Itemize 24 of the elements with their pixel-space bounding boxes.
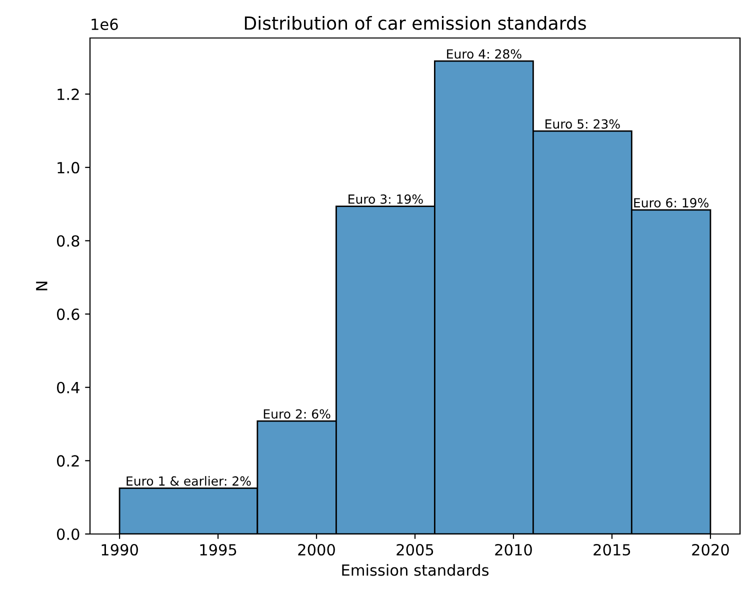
x-tick-label: 1995	[200, 544, 236, 556]
y-tick-label: 0.8	[56, 235, 80, 247]
annotation: Euro 1 & earlier: 2%	[126, 476, 251, 486]
annotation: Euro 2: 6%	[264, 409, 330, 419]
y-tick-label: 1.2	[58, 88, 79, 100]
x-tick-label: 2015	[594, 544, 630, 556]
y-tick-label: 1.0	[58, 162, 80, 174]
annotation: Euro 6: 19%	[634, 198, 708, 208]
y-tick-label: 0.4	[56, 382, 80, 394]
x-tick-label: 2000	[298, 544, 335, 556]
y-tick-label: 0.0	[56, 528, 80, 540]
x-tick-label: 2010	[495, 544, 532, 556]
y-tick-label: 0.6	[56, 308, 80, 320]
annotation: Euro 5: 23%	[546, 119, 620, 129]
annotation: Euro 4: 28%	[447, 49, 522, 59]
x-tick-label: 2005	[396, 544, 434, 556]
annotation: Euro 3: 19%	[348, 194, 423, 204]
x-axis-title: Emission standards	[342, 564, 489, 576]
y-axis-title: N	[36, 282, 48, 290]
y-tick-label: 0.2	[56, 455, 79, 467]
chart-title: Distribution of car emission standards	[244, 16, 586, 30]
x-tick-label: 2020	[692, 544, 729, 556]
text: 1e6	[92, 18, 118, 30]
x-tick-label: 1990	[102, 544, 138, 556]
